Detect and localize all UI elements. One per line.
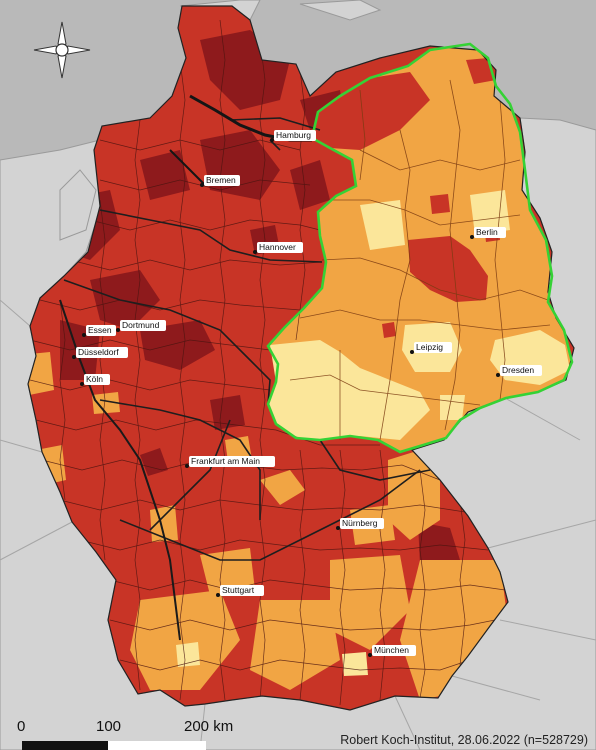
city-dresden: Dresden	[496, 365, 542, 377]
state-borders	[63, 117, 431, 561]
east-district-borders	[289, 79, 551, 441]
neighbor-borders	[0, 299, 596, 750]
district-borders	[29, 19, 506, 706]
scale-segment-white	[108, 741, 206, 750]
scale-label-0: 0	[17, 718, 25, 735]
east-region-outline	[266, 42, 574, 454]
city-label: Köln	[86, 374, 103, 384]
compass-rose-icon	[33, 21, 91, 79]
city-label: Hannover	[259, 242, 296, 252]
city-muenchen: München	[368, 645, 416, 657]
city-label: Dresden	[502, 365, 534, 375]
city-label: Düsseldorf	[78, 347, 119, 357]
city-label: Essen	[88, 325, 112, 335]
city-leipzig: Leipzig	[410, 342, 452, 354]
city-bremen: Bremen	[200, 175, 240, 187]
city-label: Berlin	[476, 227, 498, 237]
city-label: Hamburg	[276, 130, 311, 140]
city-berlin: Berlin	[470, 227, 506, 239]
weser-river	[169, 149, 206, 186]
city-label: Bremen	[206, 175, 236, 185]
city-nuernberg: Nürnberg	[336, 518, 384, 530]
city-label: Stuttgart	[222, 585, 255, 595]
city-label: Dortmund	[122, 320, 160, 330]
city-label: München	[374, 645, 409, 655]
germany-outline	[27, 5, 575, 711]
scale-label-200: 200 km	[184, 718, 233, 735]
city-label: Leipzig	[416, 342, 443, 352]
city-label: Frankfurt am Main	[191, 456, 260, 466]
source-credit: Robert Koch-Institut, 28.06.2022 (n=5287…	[340, 733, 588, 747]
scale-bar: 0 100 200 km	[17, 718, 233, 750]
city-dortmund: Dortmund	[116, 320, 166, 332]
city-koeln: Köln	[80, 374, 110, 386]
city-duesseldorf: Düsseldorf	[72, 347, 128, 359]
city-essen: Essen	[82, 325, 116, 337]
scale-label-100: 100	[96, 718, 121, 735]
city-label: Nürnberg	[342, 518, 378, 528]
city-frankfurt: Frankfurt am Main	[185, 456, 275, 468]
scale-segment-black	[22, 741, 108, 750]
light-yellow-districts	[176, 642, 368, 676]
city-stuttgart: Stuttgart	[216, 585, 264, 597]
city-hannover: Hannover	[253, 242, 303, 254]
city-hamburg: Hamburg	[270, 130, 316, 142]
